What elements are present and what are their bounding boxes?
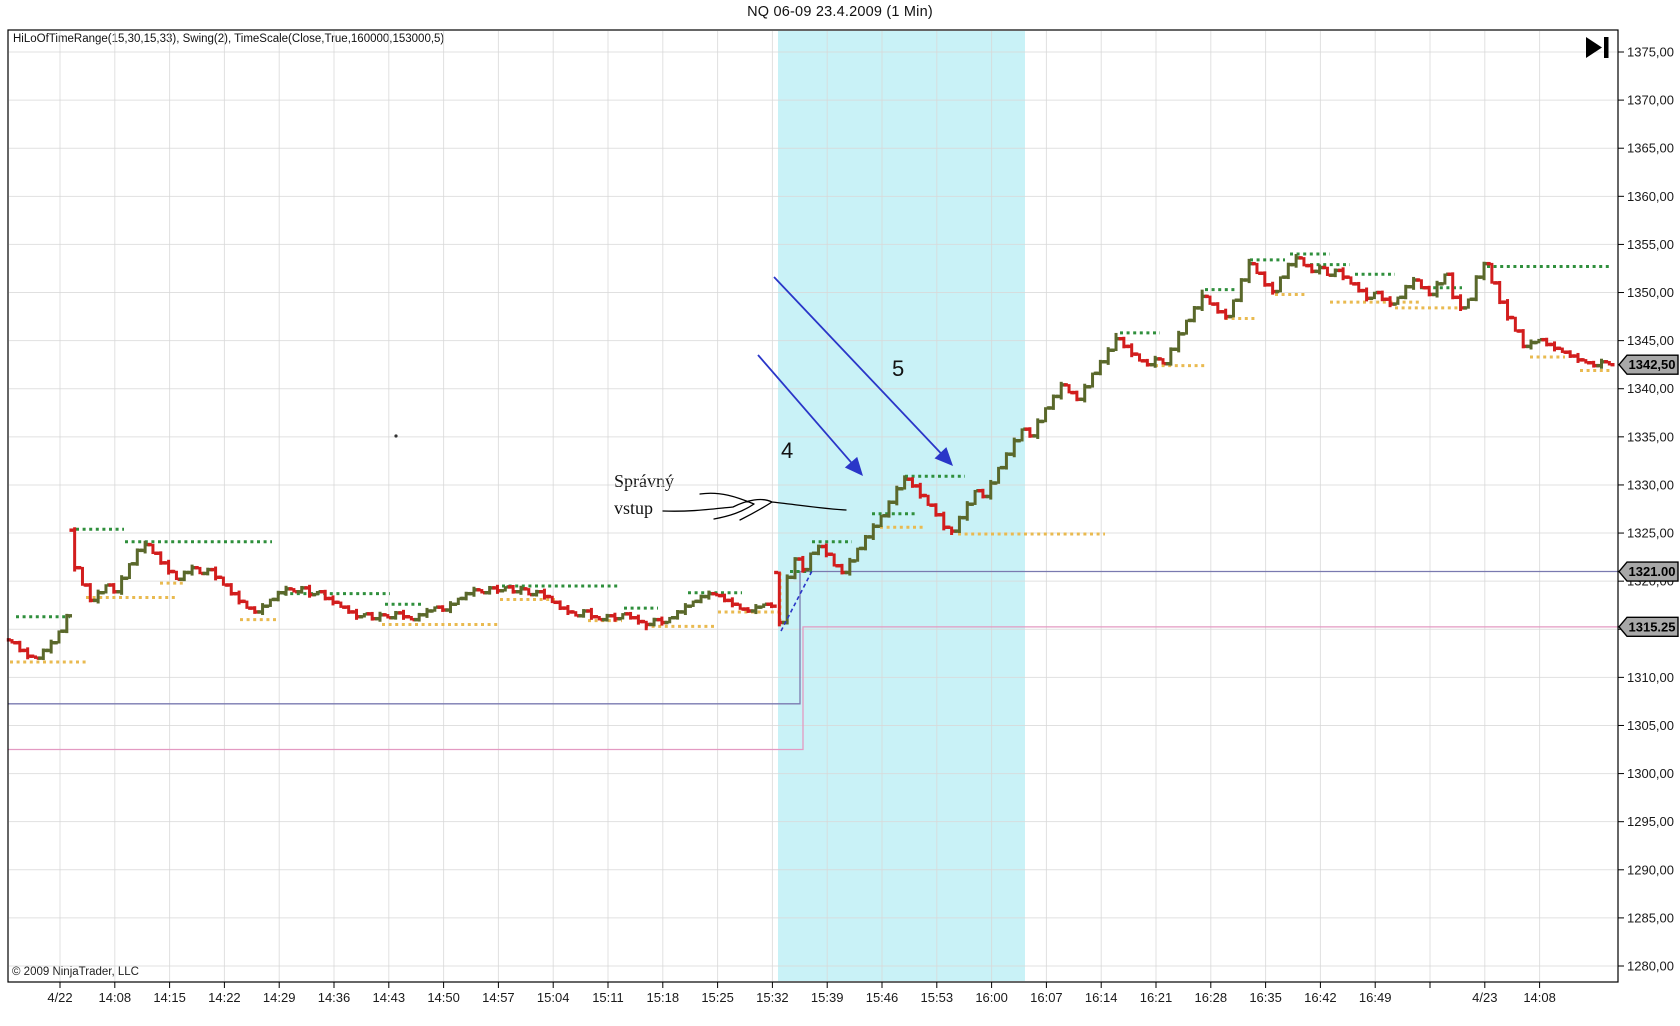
price-tick-label: 1370,00	[1627, 93, 1674, 108]
price-tick-label: 1295,00	[1627, 814, 1674, 829]
indicator-label: HiLoOfTimeRange(15,30,15,33), Swing(2), …	[13, 33, 445, 45]
skip-to-end-icon	[1586, 37, 1602, 58]
price-marker-tag: 1342,50	[1618, 354, 1679, 375]
time-tick-label: 16:49	[1359, 990, 1392, 1005]
time-tick-label: 15:25	[701, 990, 734, 1005]
time-tick-label: 14:22	[208, 990, 241, 1005]
price-tick-label: 1325,00	[1627, 526, 1674, 541]
price-tick-label: 1330,00	[1627, 477, 1674, 492]
time-tick-label: 16:28	[1195, 990, 1228, 1005]
wave-arrow-5	[773, 276, 953, 466]
price-marker-label: 1321.00	[1629, 564, 1676, 579]
ohlc-bar	[1604, 360, 1615, 367]
wave-number-label: 5	[892, 356, 904, 381]
price-tick-label: 1355,00	[1627, 237, 1674, 252]
entry-scribble-arrow	[662, 492, 847, 521]
time-tick-label: 14:50	[427, 990, 460, 1005]
time-tick-label: 15:39	[811, 990, 844, 1005]
price-tick-label: 1350,00	[1627, 285, 1674, 300]
ohlc-bar	[1110, 332, 1122, 352]
time-tick-label: 15:18	[647, 990, 680, 1005]
price-tick-label: 1335,00	[1627, 429, 1674, 444]
ohlc-bar	[139, 540, 151, 554]
ohlc-bar	[1471, 275, 1482, 302]
time-tick-label: 14:15	[153, 990, 186, 1005]
hilo-low-line	[8, 626, 1618, 751]
price-tick-label: 1305,00	[1627, 718, 1674, 733]
time-tick-label: 14:43	[373, 990, 406, 1005]
entry-annotation-text: Správný vstup	[614, 468, 674, 522]
time-tick-label: 16:14	[1085, 990, 1118, 1005]
price-tick-label: 1310,00	[1627, 670, 1674, 685]
time-tick-label: 15:32	[756, 990, 789, 1005]
ohlc-bar	[61, 613, 73, 634]
price-tick-label: 1345,00	[1627, 333, 1674, 348]
time-tick-label: 14:57	[482, 990, 515, 1005]
price-tick-label: 1340,00	[1627, 381, 1674, 396]
time-tick-label: 15:46	[866, 990, 899, 1005]
price-marker-tag: 1315.25	[1618, 616, 1679, 638]
price-marker-tag: 1321.00	[1618, 561, 1679, 582]
session-highlight-band	[778, 31, 1025, 981]
price-marker-label: 1342,50	[1629, 357, 1676, 372]
time-axis[interactable]: 4/22 14:08 14:15 14:22 14:29 14:36 14:43 14:50 1…	[47, 982, 1556, 1005]
time-tick-label: 14:08	[99, 990, 132, 1005]
hilo-high-line	[8, 570, 1618, 705]
plot-border	[7, 29, 1619, 983]
ohlc-bar	[1447, 272, 1458, 300]
price-marker-label: 1315.25	[1629, 619, 1676, 634]
time-tick-label: 16:00	[975, 990, 1008, 1005]
price-tick-label: 1285,00	[1627, 910, 1674, 925]
price-tick-label: 1290,00	[1627, 862, 1674, 877]
time-tick-label: 4/23	[1472, 990, 1497, 1005]
time-tick-label: 16:35	[1249, 990, 1282, 1005]
entry-annotation-line1: Správný	[614, 471, 674, 491]
time-tick-label: 16:21	[1140, 990, 1173, 1005]
ohlc-bar	[1290, 254, 1302, 268]
time-tick-label: 4/22	[47, 990, 72, 1005]
entry-dash-mark	[780, 570, 813, 632]
copyright-label: © 2009 NinjaTrader, LLC	[12, 966, 139, 978]
stray-dot-mark	[394, 434, 398, 438]
price-tick-label: 1280,00	[1627, 959, 1674, 974]
price-tick-label: 1360,00	[1627, 189, 1674, 204]
ohlc-bar	[69, 527, 80, 572]
time-tick-label: 16:42	[1304, 990, 1337, 1005]
price-tick-label: 1375,00	[1627, 45, 1674, 60]
price-tick-label: 1365,00	[1627, 141, 1674, 156]
time-tick-label: 16:07	[1030, 990, 1063, 1005]
wave-arrow-4	[757, 354, 863, 476]
price-bars	[6, 254, 1615, 661]
price-tick-label: 1300,00	[1627, 766, 1674, 781]
time-tick-label: 14:29	[263, 990, 296, 1005]
time-tick-label: 15:11	[592, 990, 624, 1005]
entry-annotation-line2: vstup	[614, 498, 654, 518]
ohlc-bar	[766, 602, 777, 609]
chart-title: NQ 06-09 23.4.2009 (1 Min)	[747, 4, 933, 20]
price-axis[interactable]: 1375,00 1370,00 1365,00 1360,00 1355,00 1350,…	[1618, 45, 1674, 974]
time-tick-label: 15:53	[921, 990, 954, 1005]
wave-number-label: 4	[781, 438, 793, 463]
go-to-end-button[interactable]	[1586, 37, 1609, 58]
time-tick-label: 14:08	[1523, 990, 1556, 1005]
time-tick-label: 14:36	[318, 990, 351, 1005]
time-tick-label: 15:04	[537, 990, 570, 1005]
